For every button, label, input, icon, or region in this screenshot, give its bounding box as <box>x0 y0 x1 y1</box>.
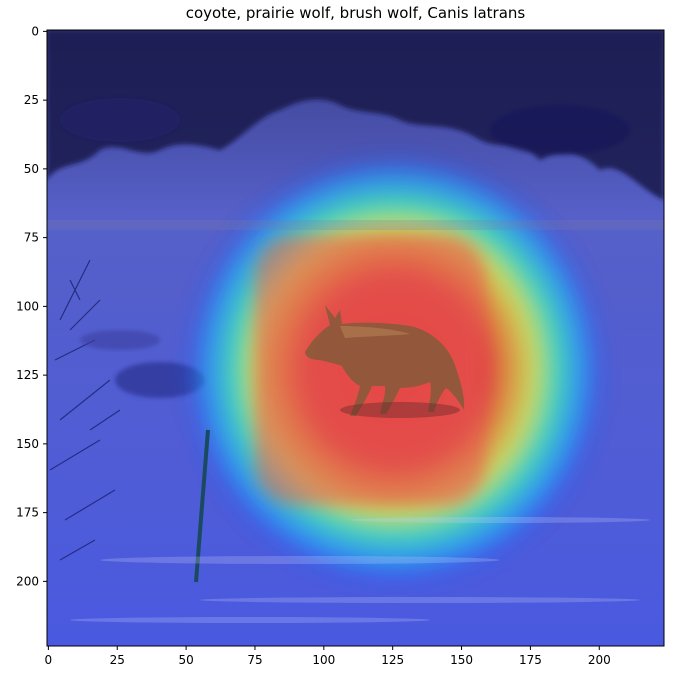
y-tick-label: 25 <box>24 93 39 107</box>
x-tick-label: 75 <box>247 653 262 667</box>
x-tick-label: 25 <box>110 653 125 667</box>
y-tick-label: 175 <box>16 506 39 520</box>
coyote <box>305 305 465 418</box>
y-tick-label: 100 <box>16 299 39 313</box>
x-tick-label: 150 <box>450 653 473 667</box>
shadow-shrub <box>80 330 160 350</box>
x-tick-label: 125 <box>381 653 404 667</box>
x-tick-label: 50 <box>178 653 193 667</box>
bare-trees <box>49 259 121 561</box>
y-tick-label: 75 <box>24 231 39 245</box>
axes-frame <box>46 29 665 647</box>
horizon-band <box>47 220 664 230</box>
pole <box>194 429 210 583</box>
x-tick-label: 0 <box>45 653 53 667</box>
snow-texture <box>70 517 650 623</box>
x-axis: 0 25 50 75 100 125 150 175 200 <box>45 646 611 667</box>
y-tick-label: 0 <box>31 24 39 38</box>
y-tick-label: 200 <box>16 574 39 588</box>
y-tick-label: 150 <box>16 437 39 451</box>
y-axis: 0 25 50 75 100 125 150 175 200 <box>16 24 47 588</box>
x-tick-label: 200 <box>588 653 611 667</box>
plot-title: coyote, prairie wolf, brush wolf, Canis … <box>185 4 526 22</box>
y-tick-label: 125 <box>16 368 39 382</box>
x-tick-label: 100 <box>312 653 335 667</box>
image-area <box>47 30 664 646</box>
tree-canopy <box>47 30 664 200</box>
x-tick-label: 175 <box>519 653 542 667</box>
y-tick-label: 50 <box>24 162 39 176</box>
